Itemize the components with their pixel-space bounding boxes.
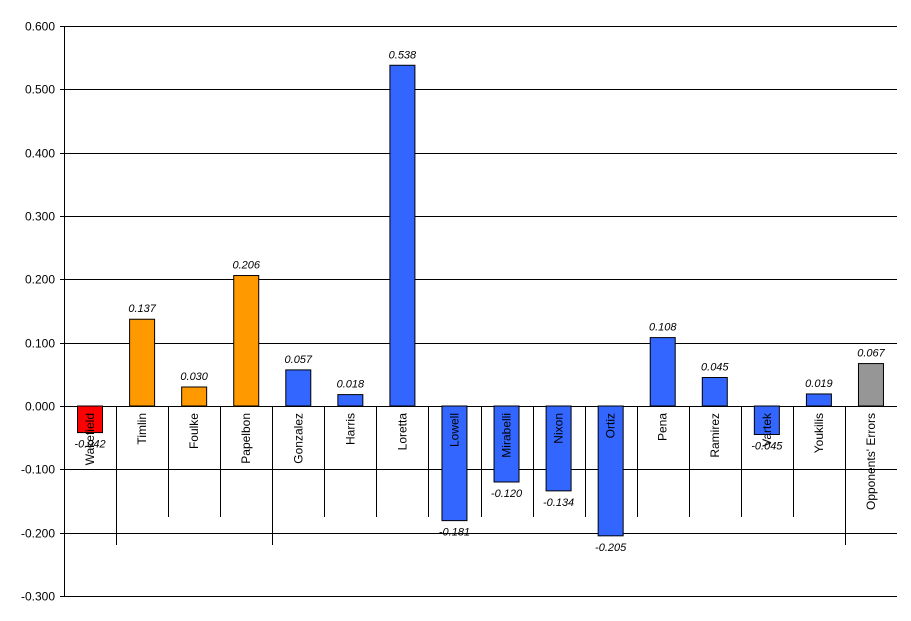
data-label: 0.057 xyxy=(285,354,313,366)
data-label: 0.019 xyxy=(805,378,833,390)
bar xyxy=(389,64,416,407)
y-tick-label: 0.300 xyxy=(25,210,55,224)
category-labels: Wakefield Timlin Foulke Papelbon Gonzalez Har… xyxy=(83,412,878,510)
data-label: -0.120 xyxy=(491,488,523,500)
y-axis-ticks: 0.600 0.500 0.400 0.300 0.200 0.100 0.000 -0.10… xyxy=(21,20,55,604)
gridlines xyxy=(60,26,897,597)
category-label: Gonzalez xyxy=(291,413,305,464)
bar xyxy=(441,405,468,522)
category-label: Wakefield xyxy=(83,413,97,465)
data-label: 0.045 xyxy=(701,362,729,374)
bar xyxy=(753,405,780,435)
y-tick-label: 0.500 xyxy=(25,83,55,97)
category-label: Ortiz xyxy=(604,413,618,438)
category-label: Youkilis xyxy=(812,413,826,453)
bar xyxy=(805,393,832,407)
bar xyxy=(545,405,572,492)
data-label: -0.134 xyxy=(543,497,574,509)
y-tick-label: 0.100 xyxy=(25,337,55,351)
bar xyxy=(129,318,156,407)
bar xyxy=(649,337,676,407)
category-label: Papelbon xyxy=(239,413,253,464)
category-label: Opponents' Errors xyxy=(864,413,878,510)
bar xyxy=(701,377,728,407)
y-tick-label: -0.100 xyxy=(21,463,55,477)
bar xyxy=(597,405,624,537)
bar xyxy=(337,394,364,407)
category-separators xyxy=(116,406,846,545)
bar xyxy=(233,275,260,407)
data-label: 0.067 xyxy=(857,348,885,360)
bar xyxy=(857,363,884,407)
bar xyxy=(77,405,104,434)
data-label: -0.042 xyxy=(74,439,105,451)
data-label: -0.205 xyxy=(595,542,627,554)
y-tick-label: -0.300 xyxy=(21,590,55,604)
y-tick-label: 0.400 xyxy=(25,147,55,161)
data-label: -0.181 xyxy=(439,527,470,539)
category-label: Loretta xyxy=(395,413,409,451)
data-label: 0.206 xyxy=(232,260,260,272)
data-label: 0.538 xyxy=(389,49,417,61)
data-label: 0.018 xyxy=(337,379,365,391)
data-label: 0.137 xyxy=(128,303,156,315)
category-label: Vartek xyxy=(760,412,774,447)
y-tick-label: 0.000 xyxy=(25,400,55,414)
y-tick-label: 0.600 xyxy=(25,20,55,34)
category-label: Pena xyxy=(656,413,670,441)
data-label: -0.045 xyxy=(751,441,783,453)
data-label: 0.108 xyxy=(649,322,677,334)
y-tick-label: -0.200 xyxy=(21,527,55,541)
category-label: Timlin xyxy=(135,413,149,445)
category-label: Ramirez xyxy=(708,413,722,458)
data-label: 0.030 xyxy=(180,371,208,383)
category-label: Harris xyxy=(343,413,357,445)
bar xyxy=(285,369,312,407)
data-labels: -0.042 0.137 0.030 0.206 0.057 0.018 0.538 -0.1… xyxy=(74,49,885,554)
category-label: Mirabelli xyxy=(500,413,514,458)
category-label: Foulke xyxy=(187,413,201,449)
bar xyxy=(493,405,520,483)
category-label: Nixon xyxy=(552,413,566,444)
category-label: Lowell xyxy=(447,413,461,447)
y-tick-label: 0.200 xyxy=(25,273,55,287)
bar xyxy=(181,386,208,407)
bars xyxy=(77,64,884,537)
